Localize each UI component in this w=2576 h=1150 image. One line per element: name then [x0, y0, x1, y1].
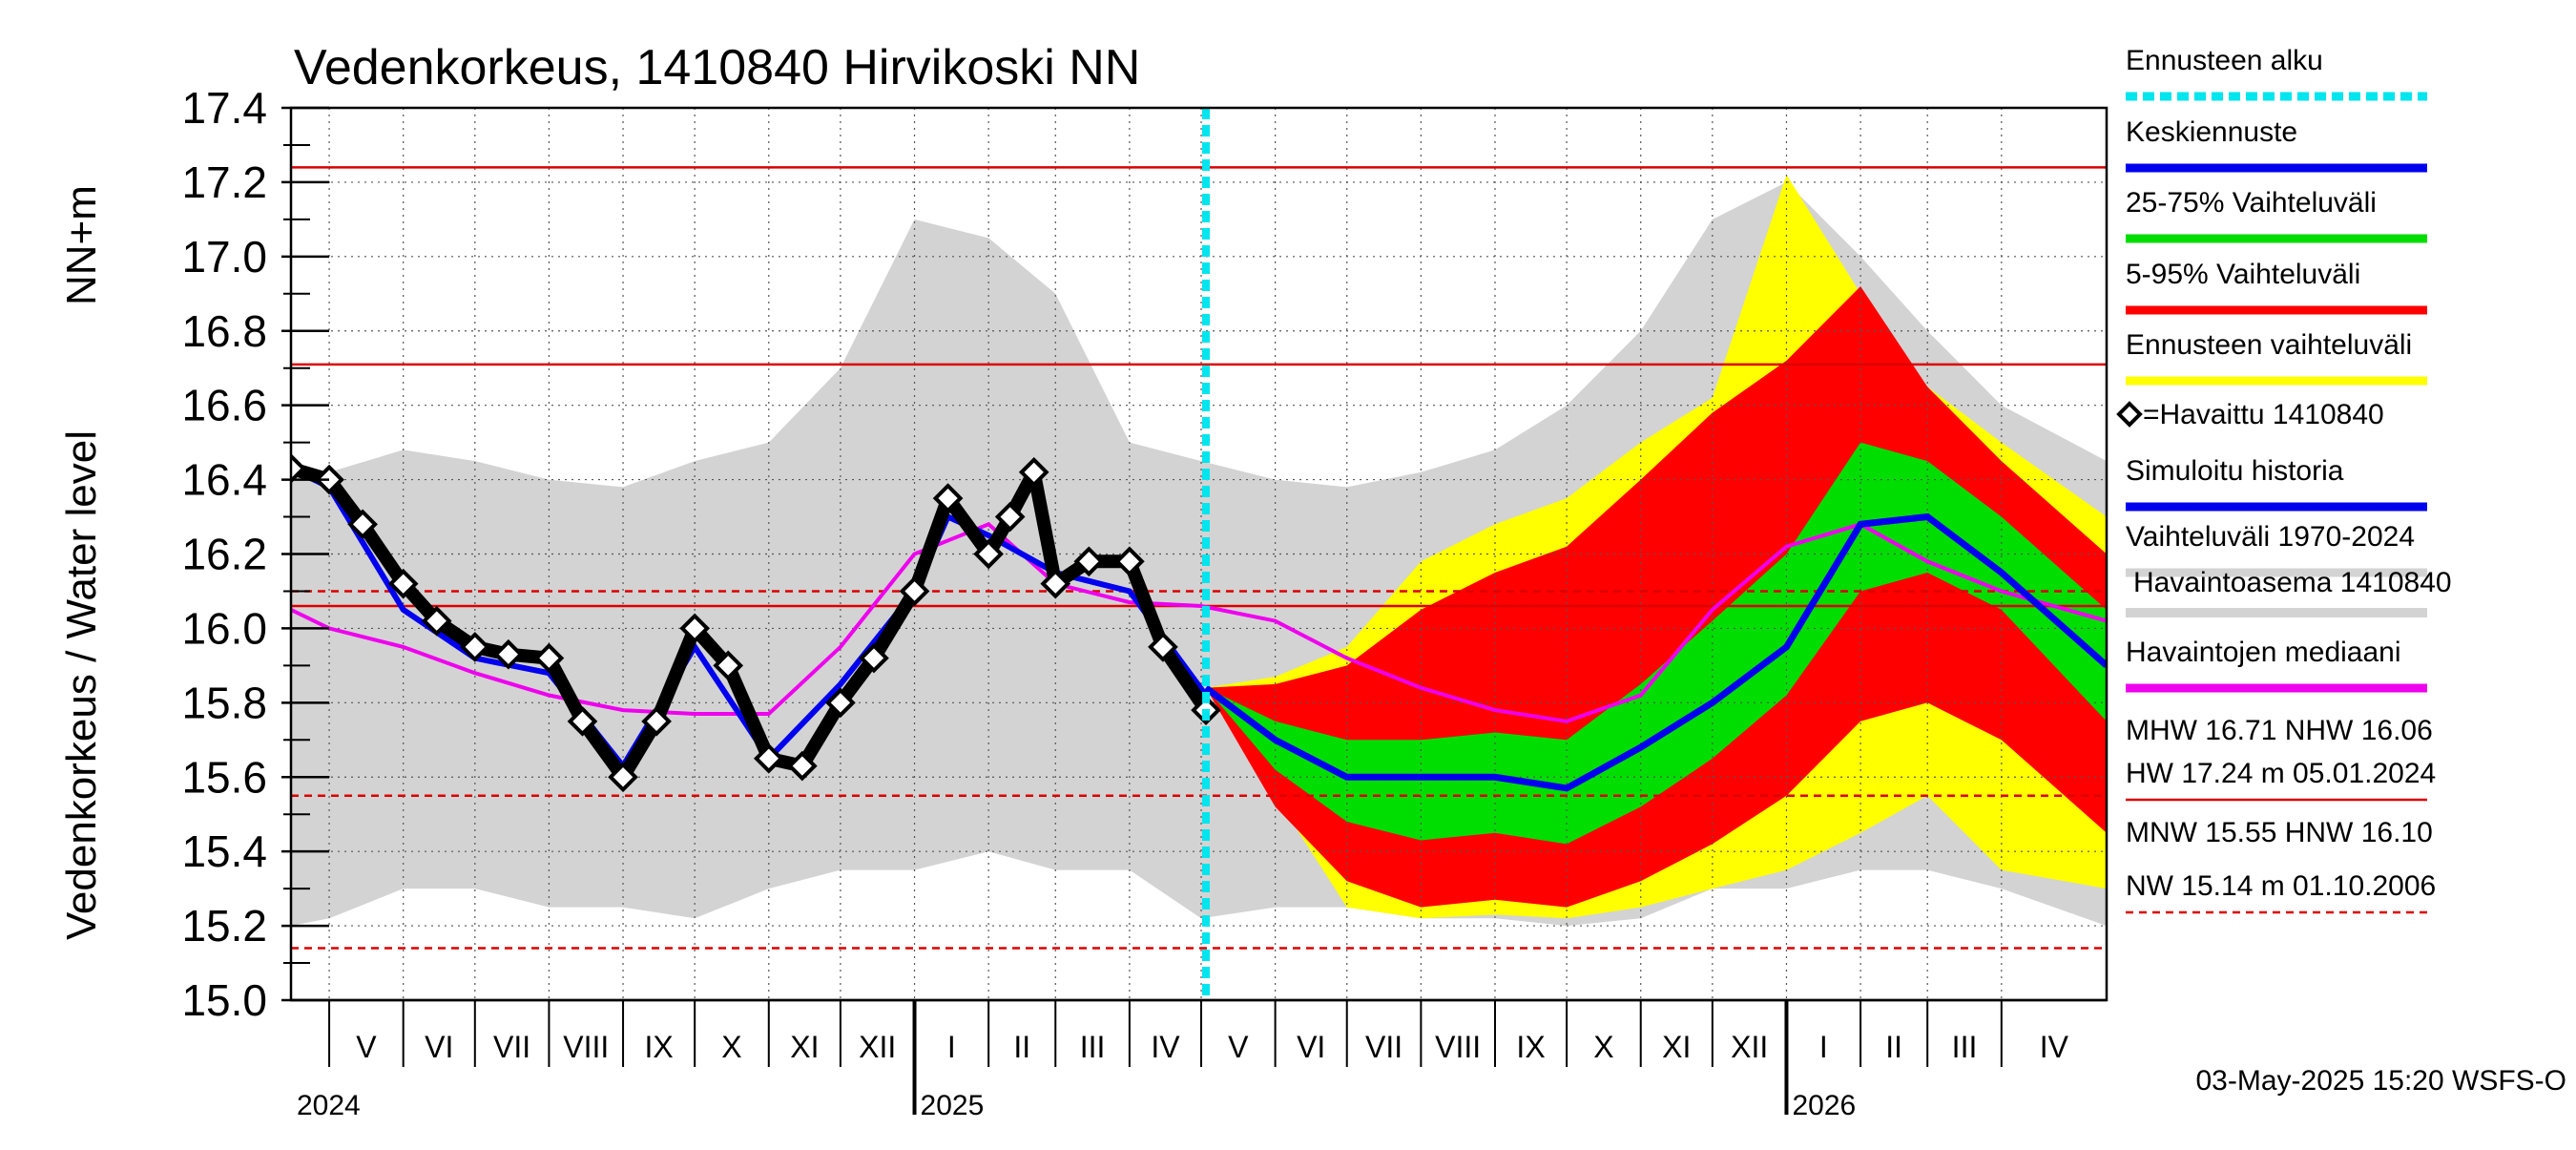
- month-label: I: [1819, 1030, 1828, 1064]
- observed-point: [1114, 546, 1145, 577]
- month-label: VI: [1297, 1030, 1325, 1064]
- month-label: XI: [790, 1030, 819, 1064]
- observed-point: [973, 538, 1004, 570]
- month-label: XII: [859, 1030, 896, 1064]
- observed-point: [387, 568, 419, 599]
- observed-point: [859, 642, 889, 674]
- month-label: VIII: [1435, 1030, 1481, 1064]
- y-tick-label: 16.6: [181, 381, 267, 430]
- month-label: V: [356, 1030, 377, 1064]
- month-label: IV: [1151, 1030, 1180, 1064]
- month-label: VIII: [563, 1030, 609, 1064]
- grid-layer: [291, 108, 2107, 1000]
- month-label: IV: [2040, 1030, 2069, 1064]
- month-label: IX: [1516, 1030, 1545, 1064]
- month-label: XII: [1731, 1030, 1768, 1064]
- month-label: I: [947, 1030, 956, 1064]
- observed-point: [1148, 632, 1178, 662]
- observed-point: [314, 464, 344, 495]
- stat-text: MHW 16.71 NHW 16.06: [2126, 715, 2433, 746]
- legend-label: Ennusteen vaihteluväli: [2126, 329, 2412, 361]
- stat-text: NW 15.14 m 01.10.2006: [2126, 870, 2436, 902]
- axes-layer: [281, 106, 2109, 1115]
- y-tick-label: 15.4: [181, 826, 267, 876]
- series-layer: [291, 108, 2107, 1000]
- observed-point: [899, 575, 930, 607]
- legend-label: Ennusteen alku: [2126, 45, 2323, 76]
- legend-label: Keskiennuste: [2126, 116, 2297, 148]
- observed-point: [421, 605, 452, 637]
- month-label: X: [1593, 1030, 1613, 1064]
- legend-label: Vaihteluväli 1970-2024: [2126, 521, 2415, 553]
- observed-point: [1073, 546, 1105, 577]
- y-axis-unit: NN+m: [58, 185, 105, 305]
- y-tick-label: 16.8: [181, 306, 267, 356]
- observed-point: [679, 613, 710, 644]
- observed-point: [825, 687, 856, 719]
- month-label: IX: [644, 1030, 673, 1064]
- observed-point: [608, 762, 638, 793]
- bands-layer: [291, 175, 2107, 927]
- y-axis-label: Vedenkorkeus / Water level: [58, 430, 105, 940]
- y-tick-label: 16.4: [181, 455, 267, 505]
- legend-label: 25-75% Vaihteluväli: [2126, 187, 2377, 219]
- y-tick-label: 17.4: [181, 83, 267, 133]
- month-label: VII: [493, 1030, 530, 1064]
- y-tick-label: 17.0: [181, 232, 267, 282]
- timestamp-footer: 03-May-2025 15:20 WSFS-O: [2196, 1065, 2567, 1097]
- reference-lines-layer: [291, 166, 2107, 950]
- month-label: III: [1080, 1030, 1106, 1064]
- observed-point: [1018, 456, 1049, 488]
- month-label: XI: [1662, 1030, 1691, 1064]
- month-label: III: [1952, 1030, 1978, 1064]
- legend-label: 5-95% Vaihteluväli: [2126, 259, 2360, 290]
- legend-label: Havaintoasema 1410840: [2133, 567, 2452, 598]
- observed-point: [753, 742, 784, 774]
- month-label: VI: [425, 1030, 453, 1064]
- observed-point: [994, 501, 1026, 533]
- legend: Ennusteen alku Keskiennuste 25-75% Vaihtel…: [2116, 45, 2452, 914]
- y-tick-label: 17.2: [181, 157, 267, 207]
- observed-point: [713, 650, 744, 681]
- observed-point: [533, 642, 565, 674]
- chart-title: Vedenkorkeus, 1410840 Hirvikoski NN: [294, 40, 1140, 95]
- observed-point: [291, 453, 306, 484]
- legend-label: Simuloitu historia: [2126, 455, 2344, 487]
- month-label: VII: [1365, 1030, 1402, 1064]
- y-tick-label: 15.6: [181, 752, 267, 802]
- forecast-25-75-band: [1206, 442, 2107, 845]
- observed-point: [932, 483, 964, 513]
- year-label: 2025: [921, 1090, 985, 1121]
- observed-point: [1040, 568, 1071, 599]
- observed-point: [347, 509, 378, 540]
- y-tick-label: 15.2: [181, 901, 267, 951]
- legend-label: =Havaittu 1410840: [2143, 399, 2384, 430]
- observed-point: [459, 632, 490, 662]
- observed-point: [787, 750, 818, 782]
- legend-label: Havaintojen mediaani: [2126, 637, 2401, 668]
- month-label: V: [1228, 1030, 1249, 1064]
- forecast-median-line: [1203, 512, 2107, 792]
- year-label: 2026: [1792, 1090, 1856, 1121]
- observed-median-line: [291, 521, 2107, 723]
- month-label: II: [1013, 1030, 1030, 1064]
- stat-text: HW 17.24 m 05.01.2024: [2126, 758, 2436, 789]
- observed-point: [641, 705, 672, 737]
- observed-point: [493, 638, 524, 670]
- year-label: 2024: [297, 1090, 361, 1121]
- month-label: II: [1885, 1030, 1902, 1064]
- stat-text: MNW 15.55 HNW 16.10: [2126, 817, 2433, 848]
- y-tick-label: 15.0: [181, 975, 267, 1025]
- y-tick-label: 15.8: [181, 678, 267, 727]
- y-tick-label: 16.0: [181, 603, 267, 653]
- month-label: X: [721, 1030, 741, 1064]
- legend-observed-marker: [2116, 401, 2143, 428]
- observed-point: [567, 705, 598, 737]
- labels-layer: 15.0 15.2 15.4 15.6 15.8 16.0 16.2 16.4 16.6 16.8…: [58, 40, 2566, 1121]
- y-tick-label: 16.2: [181, 530, 267, 579]
